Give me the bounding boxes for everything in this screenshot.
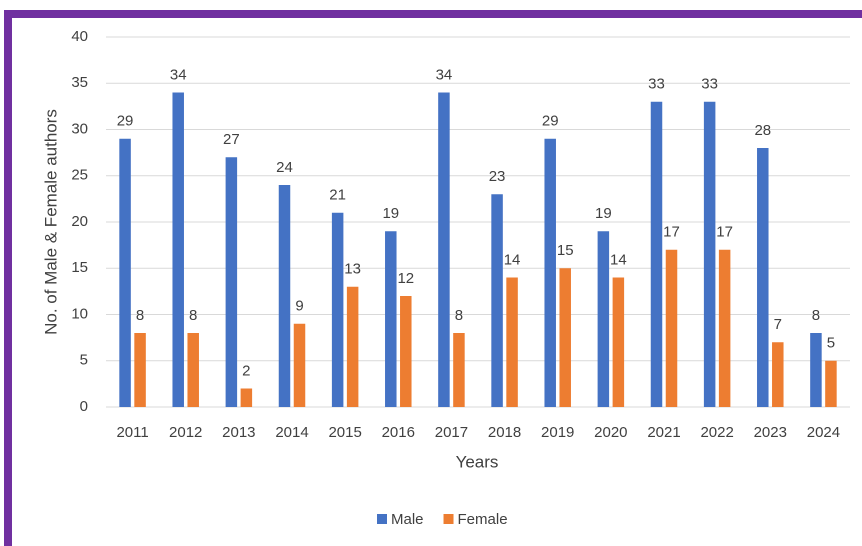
legend-swatch [443,514,454,524]
x-tick-label: 2016 [382,424,415,441]
data-label: 33 [701,76,718,93]
x-tick-label: 2014 [275,424,308,441]
data-label: 8 [189,307,197,324]
frame [4,10,862,546]
bar [772,342,784,407]
bar [187,333,199,407]
bar [119,138,131,407]
x-tick-label: 2017 [435,424,468,441]
bar [385,231,397,407]
y-tick-label: 10 [71,305,88,322]
legend-swatch [377,514,387,524]
data-label: 15 [557,242,574,259]
x-tick-label: 2020 [594,424,627,441]
x-axis-title: Years [456,452,499,471]
data-label: 28 [754,122,771,139]
bar [825,360,837,407]
bar [453,333,465,407]
y-tick-label: 0 [80,398,88,415]
data-label: 13 [344,261,361,278]
bar [438,92,450,407]
x-tick-label: 2015 [328,424,361,441]
bar [718,249,731,407]
bar [544,138,556,407]
data-label: 29 [117,113,134,130]
x-tick-label: 2013 [222,424,255,441]
bar [491,194,503,407]
x-tick-label: 2024 [807,424,840,441]
data-label: 21 [329,187,346,204]
x-tick-label: 2012 [169,424,202,441]
bar [665,249,678,407]
x-tick-label: 2011 [116,424,148,441]
data-label: 27 [223,131,240,148]
bar [650,101,663,407]
y-tick-label: 20 [71,213,88,230]
data-label: 23 [489,168,506,185]
data-label: 2 [242,362,250,379]
data-label: 19 [595,205,612,222]
bar [134,333,146,407]
data-label: 9 [295,298,303,315]
data-label: 34 [436,66,453,83]
data-label: 24 [276,159,293,176]
data-label: 19 [382,205,399,222]
data-label: 8 [136,307,144,324]
y-tick-label: 40 [71,28,88,45]
data-label: 8 [455,307,463,324]
bar [293,323,306,407]
x-tick-label: 2023 [754,424,787,441]
bar [597,231,610,407]
bar [506,277,518,407]
data-label: 5 [827,335,835,352]
data-label: 17 [716,224,733,241]
x-tick-label: 2018 [488,424,521,441]
y-tick-label: 35 [71,74,88,91]
y-tick-label: 30 [71,120,88,137]
y-tick-label: 25 [71,167,88,184]
bar [559,268,571,407]
bar [346,286,359,407]
data-label: 34 [170,66,187,83]
data-label: 17 [663,224,680,241]
bar [703,101,716,407]
x-tick-label: 2019 [541,424,574,441]
bar [612,277,625,407]
bar [757,148,769,407]
x-tick-label: 2021 [647,424,680,441]
bar [331,212,344,407]
legend-label: Male [391,511,424,528]
bar [225,157,238,407]
bar [240,388,253,407]
bar [278,185,291,407]
data-label: 14 [610,251,627,268]
bar [810,333,822,407]
y-tick-label: 5 [80,352,88,369]
data-label: 12 [397,270,414,287]
y-axis-title: No. of Male & Female authors [41,109,60,335]
data-label: 14 [504,251,521,268]
data-label: 7 [774,316,782,333]
y-tick-label: 15 [71,259,88,276]
bar [400,296,412,407]
bar [172,92,184,407]
data-label: 8 [812,307,820,324]
data-label: 33 [648,76,665,93]
data-label: 29 [542,113,559,130]
legend-label: Female [458,511,508,528]
x-tick-label: 2022 [700,424,733,441]
